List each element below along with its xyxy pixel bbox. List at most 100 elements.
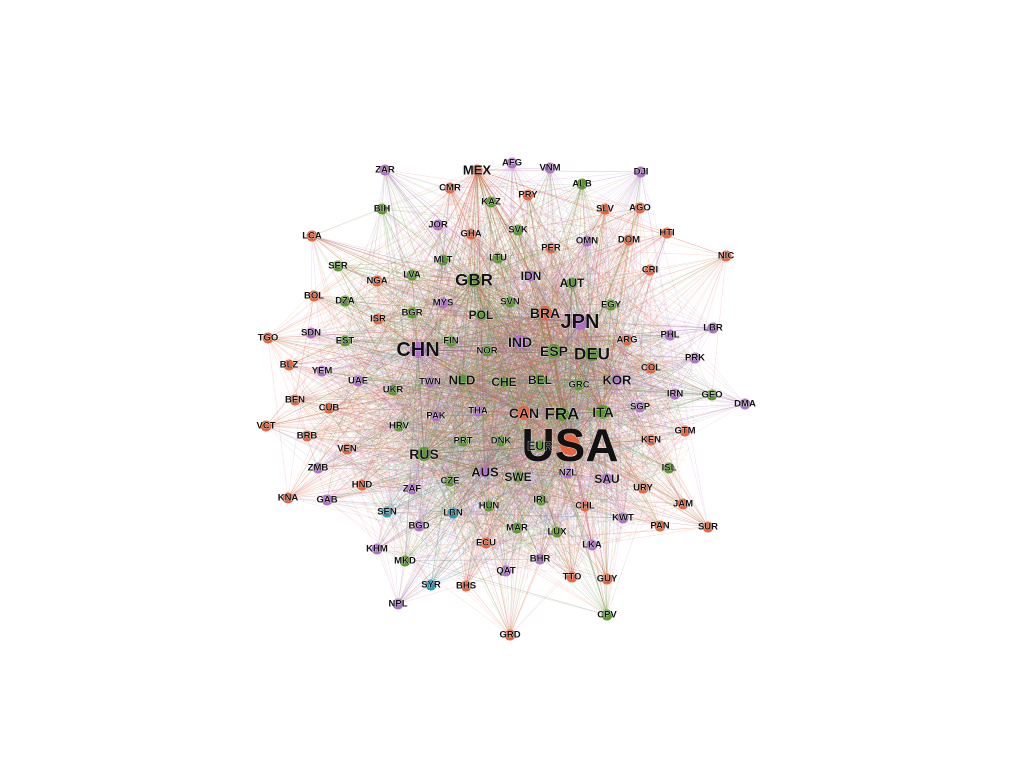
node-label-tgo: TGO — [258, 333, 279, 344]
edge-can-chn — [417, 349, 525, 414]
edge-afg-pol — [480, 162, 513, 316]
node-label-tha: THA — [468, 406, 488, 417]
edge-ben-cub — [294, 399, 330, 409]
edge-gtm-usa — [569, 430, 686, 446]
edge-fin-can — [450, 340, 525, 414]
edge-cmr-dji — [449, 171, 642, 189]
edge-pak-eur — [435, 415, 541, 447]
edge-dom-kor — [616, 239, 630, 381]
edge-chl-fra — [561, 413, 586, 507]
edge-deu-ita — [591, 353, 604, 413]
edge-sau-tgo — [267, 337, 608, 480]
edge-tgo-dnk — [267, 337, 502, 442]
edge-ken-tto — [571, 439, 652, 578]
edge-idn-mex — [476, 169, 532, 277]
node-label-grc: GRC — [568, 380, 589, 391]
edge-cub-jor — [328, 224, 439, 409]
edge-arg-pry — [527, 194, 628, 341]
edge-lca-qat — [311, 235, 507, 572]
edge-hrv-hun — [398, 425, 490, 507]
edge-hrv-gbr — [398, 279, 475, 427]
edge-cub-sau — [328, 407, 608, 480]
edge-zar-fra — [384, 169, 563, 415]
edge-alb-che — [503, 183, 583, 383]
edge-sdn-tgo — [267, 332, 312, 339]
edge-irl-ben — [294, 399, 542, 501]
edge-cri-jpn — [579, 269, 651, 323]
node-label-irl: IRL — [533, 495, 549, 506]
edge-tha-lux — [477, 410, 558, 533]
edge-bel-usa — [539, 379, 571, 446]
edge-lva-bra — [411, 274, 546, 314]
edge-cze-uae — [357, 380, 451, 482]
node-label-nor: NOR — [476, 346, 497, 357]
edge-ita-gbr — [473, 279, 604, 413]
edge-svk-esp — [517, 229, 555, 352]
edge-blz-jpn — [288, 321, 581, 366]
edge-isr-usa — [377, 318, 571, 446]
edge-pol-jpn — [480, 314, 581, 323]
edge-bra-rus — [423, 312, 546, 455]
edge-nga-ser — [337, 265, 378, 282]
edge-eur-nld — [461, 379, 541, 447]
edge-irl-arg — [540, 339, 628, 501]
edge-dji-ita — [602, 171, 642, 413]
edge-ven-gbr — [346, 279, 475, 450]
edge-ltu-cmr — [449, 187, 499, 259]
edge-omn-deu — [586, 240, 593, 355]
edge-cub-nzl — [328, 407, 569, 474]
edge-sen-mar — [386, 511, 518, 529]
edge-chl-rus — [423, 453, 586, 507]
edge-ita-sdn — [310, 332, 604, 413]
edge-can-syr — [430, 412, 525, 586]
edge-prk-pol — [480, 314, 696, 359]
edge-kaz-bih — [381, 201, 492, 210]
edge-zar-gab — [326, 169, 386, 501]
edge-nld-bgd — [418, 379, 463, 527]
edge-rus-dji — [423, 171, 642, 455]
edge-che-aus — [484, 381, 505, 473]
edge-zmb-gtm — [317, 430, 686, 469]
edge-yem-pan — [321, 370, 661, 527]
edge-mex-fin — [450, 169, 478, 342]
edge-dza-usa — [344, 300, 571, 446]
node-label-twn: TWN — [419, 377, 441, 388]
edge-est-arg — [344, 339, 628, 342]
edge-jpn-lbr — [579, 321, 714, 329]
edge-bra-kor — [544, 312, 618, 381]
edge-rus-chn — [417, 349, 425, 455]
edge-zmb-ago — [317, 207, 641, 469]
edge-ita-dom — [602, 239, 630, 413]
edge-fra-rus — [423, 413, 563, 455]
edge-omn-mex — [476, 169, 588, 242]
edge-fra-sdn — [310, 332, 563, 415]
edge-ukr-ind — [392, 341, 521, 391]
edge-isl-vnm — [549, 167, 670, 469]
edge-aut-bhr — [539, 282, 573, 560]
edge-deu-usa — [569, 353, 593, 446]
edge-chn-can — [417, 349, 525, 414]
edge-che-npl — [397, 381, 505, 605]
edge-pol-rus — [423, 314, 482, 455]
node-label-sdn: SDN — [301, 328, 321, 339]
edge-sen-gtm — [386, 430, 686, 513]
edge-bol-fra — [313, 295, 563, 415]
edge-hti-lka — [591, 232, 668, 546]
edge-prt-geo — [462, 394, 713, 442]
edge-lva-ser — [337, 265, 413, 276]
edge-lca-deu — [311, 235, 593, 355]
edge-chl-lbn — [452, 505, 586, 514]
node-label-dom: DOM — [618, 235, 640, 246]
edge-nld-nzl — [461, 379, 569, 474]
edge-bol-aus — [313, 295, 486, 473]
edge-cub-aus — [328, 407, 486, 473]
edge-egy-ita — [602, 304, 612, 413]
edge-vct-sen — [265, 425, 388, 513]
edge-swe-rus — [423, 453, 519, 478]
edge-prk-geo — [694, 357, 713, 396]
node-label-dnk: DNK — [491, 436, 512, 447]
edge-gbr-deu — [473, 279, 593, 355]
edge-rus-can — [423, 412, 525, 455]
edge-nor-bra — [486, 312, 546, 352]
edge-chn-svn — [417, 301, 511, 351]
